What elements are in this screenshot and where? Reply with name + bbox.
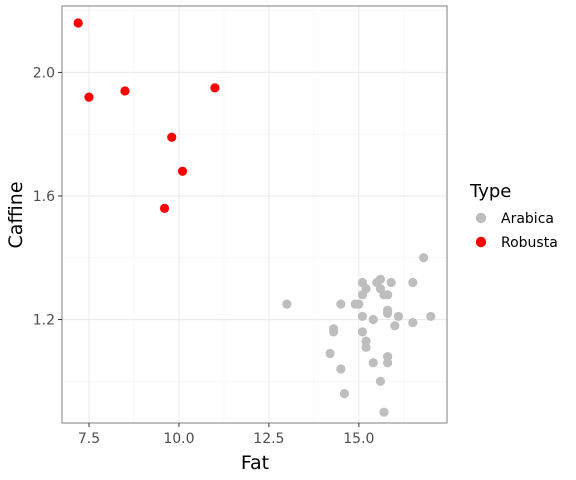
x-tick-label: 12.5 [253,431,284,447]
data-point-arabica [383,358,393,368]
y-tick-label: 1.6 [33,189,55,205]
x-tick-label: 7.5 [78,431,100,447]
minor-gridlines [62,6,447,423]
data-point-arabica [383,308,393,318]
data-point-arabica [379,407,389,417]
data-point-arabica [375,274,386,284]
data-point-robusta [167,132,177,142]
legend-items: Arabica Robusta [475,211,558,251]
data-point-arabica [368,358,378,368]
y-axis-ticks: 1.2 1.6 2.0 [33,65,62,329]
major-gridlines [62,6,447,423]
data-point-arabica [390,321,400,331]
x-tick-label: 15.0 [343,431,374,447]
data-point-arabica [408,277,418,288]
y-axis-title: Caffine [5,181,27,248]
y-tick-label: 1.2 [33,313,55,329]
data-point-arabica [386,277,396,288]
data-point-robusta [120,86,130,96]
data-point-robusta [84,92,94,102]
data-point-arabica [354,299,364,309]
legend-title: Type [469,181,511,202]
x-tick-label: 10.0 [163,431,194,447]
legend: Type Arabica Robusta [469,181,558,251]
x-axis-title: Fat [241,452,269,474]
legend-label-robusta: Robusta [501,235,558,251]
data-point-robusta [159,203,170,213]
data-point-arabica [426,311,436,322]
data-point-arabica [361,284,371,294]
data-points [73,18,436,417]
data-point-arabica [339,389,350,399]
data-point-arabica [393,311,404,322]
data-point-robusta [73,18,83,28]
data-point-arabica [383,290,393,300]
plot-panel-border [61,5,448,424]
data-point-arabica [357,311,368,322]
data-point-arabica [329,327,339,337]
data-point-arabica [282,299,292,309]
data-point-arabica [336,364,346,374]
data-point-arabica [419,253,429,263]
data-point-arabica [408,318,418,328]
legend-key-robusta [475,236,487,248]
data-point-arabica [357,327,368,337]
data-point-robusta [210,83,220,93]
y-tick-label: 2.0 [33,65,55,81]
x-axis-ticks: 7.5 10.0 12.5 15.0 [78,423,374,447]
legend-label-arabica: Arabica [501,211,554,227]
data-point-arabica [325,348,335,359]
data-point-robusta [177,166,188,176]
data-point-arabica [368,314,378,325]
legend-key-arabica [475,212,487,224]
data-point-arabica [336,299,346,309]
data-point-arabica [375,376,386,386]
data-point-arabica [361,342,371,352]
